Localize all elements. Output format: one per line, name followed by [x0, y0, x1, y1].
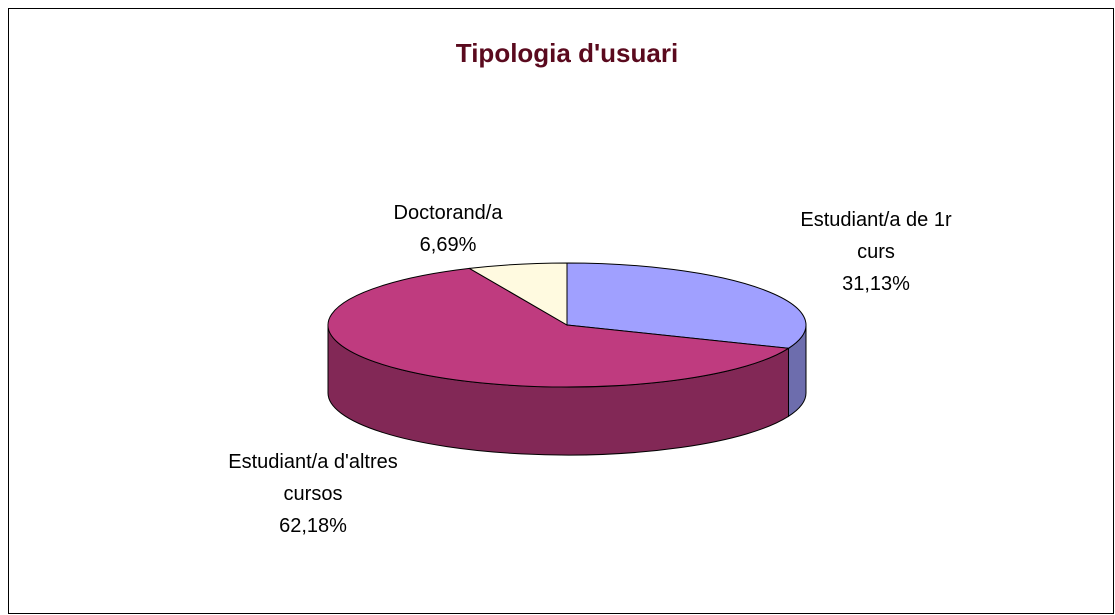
value-label: 31,13%: [842, 273, 910, 295]
value-label: 6,69%: [419, 234, 477, 256]
category-label: Estudiant/a d'altres cursos: [228, 451, 398, 505]
data-label: Doctorand/a 6,69%: [368, 197, 528, 261]
data-label: Estudiant/a de 1r curs 31,13%: [786, 204, 966, 300]
value-label: 62,18%: [279, 515, 347, 537]
pie-slice: [327, 267, 790, 388]
chart-title: Tipologia d'usuari: [456, 38, 678, 68]
pie-slice: [566, 262, 807, 349]
category-label: Estudiant/a de 1r curs: [800, 209, 952, 263]
category-label: Doctorand/a: [393, 202, 503, 224]
pie-slice: [467, 262, 568, 326]
data-label: Estudiant/a d'altres cursos 62,18%: [228, 446, 398, 542]
